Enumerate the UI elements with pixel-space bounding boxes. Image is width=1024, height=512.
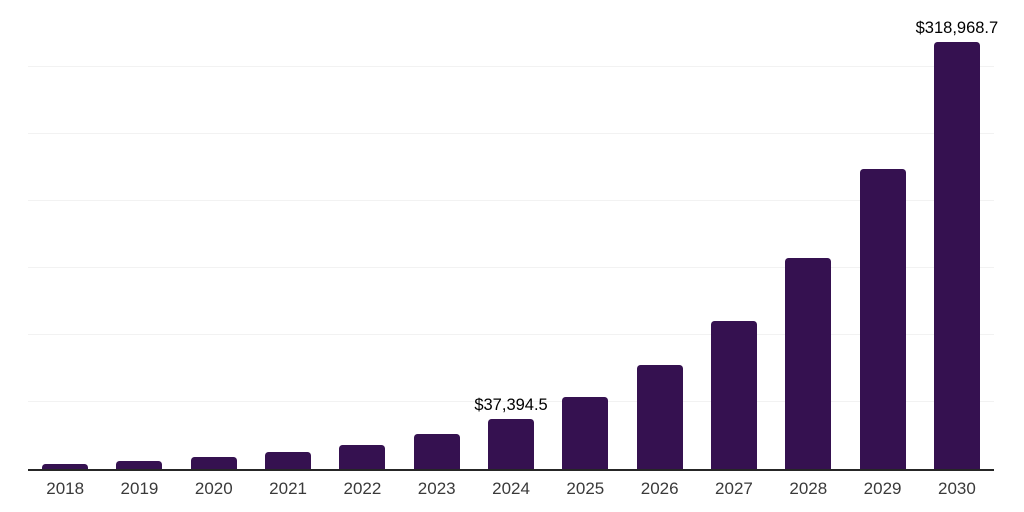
gridline-250000	[28, 133, 994, 134]
gridline-200000	[28, 200, 994, 201]
bar-2022	[339, 444, 386, 469]
bar-band-2019	[102, 0, 176, 469]
bars-row: $37,394.5 $318,968.7	[28, 0, 998, 469]
data-label-2024: $37,394.5	[474, 396, 548, 415]
plot-area: $37,394.5 $318,968.7	[28, 0, 998, 471]
gridline-50000	[28, 401, 994, 402]
bar-band-2023	[400, 0, 474, 469]
bar-2030: $318,968.7	[916, 20, 998, 469]
data-label-2030: $318,968.7	[915, 19, 999, 38]
bar-band-2025	[548, 0, 622, 469]
gridline-150000	[28, 267, 994, 268]
x-tick-label-2026: 2026	[640, 479, 679, 498]
x-tick-label-2029: 2029	[863, 479, 902, 498]
bar-band-2021	[251, 0, 325, 469]
bar-2024: $37,394.5	[474, 397, 548, 469]
bar-band-2027	[697, 0, 771, 469]
x-axis: 2018 2019 2020 2021 2022 2023 2024 2025 2026 2027…	[28, 479, 994, 499]
bar-band-2028	[771, 0, 845, 469]
gridline-100000	[28, 334, 994, 335]
x-tick-label-2020: 2020	[194, 479, 233, 498]
x-tick-label-2023: 2023	[417, 479, 456, 498]
bar-band-2026	[623, 0, 697, 469]
bar-band-2020	[177, 0, 251, 469]
bar-2029	[859, 168, 906, 469]
bar-band-2022	[325, 0, 399, 469]
bar-band-2029	[845, 0, 919, 469]
bar-band-2024: $37,394.5	[474, 0, 548, 469]
bar-2026	[636, 365, 683, 469]
bar-band-2018	[28, 0, 102, 469]
bar-2023	[413, 434, 460, 469]
x-tick-label-2024: 2024	[492, 479, 530, 498]
x-tick-label-2022: 2022	[343, 479, 382, 498]
bar-2025	[562, 396, 609, 469]
x-tick-label-2021: 2021	[269, 479, 307, 498]
x-tick-label-2028: 2028	[789, 479, 828, 498]
bar-2019	[116, 460, 163, 469]
bar-2020	[190, 457, 237, 469]
bar-2027	[710, 320, 757, 469]
bar-2021	[265, 451, 312, 469]
x-tick-label-2018: 2018	[46, 479, 85, 498]
x-tick-label-2030: 2030	[937, 479, 976, 498]
gridline-300000	[28, 66, 994, 67]
bar-2018	[42, 463, 89, 469]
bar-band-2030: $318,968.7	[916, 0, 998, 469]
x-tick-label-2027: 2027	[715, 479, 753, 498]
x-tick-label-2025: 2025	[566, 479, 605, 498]
x-tick-label-2019: 2019	[120, 479, 159, 498]
bar-2028	[785, 257, 832, 469]
